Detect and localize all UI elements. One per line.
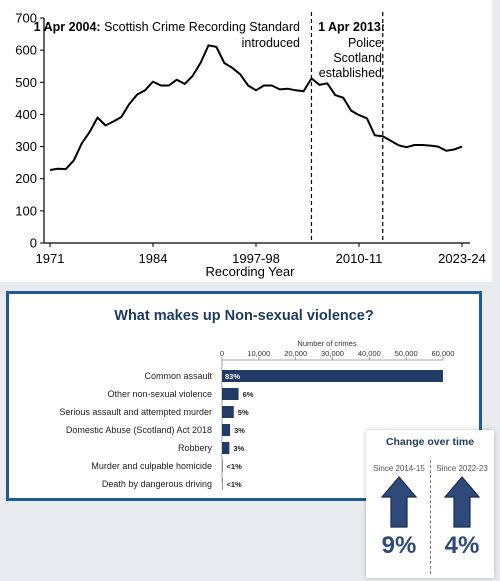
bar-chart-title: What makes up Non-sexual violence? [114,308,374,324]
bar [222,388,239,400]
x-tick-label: 1984 [139,251,168,266]
recorded-crime-trend-panel: 0 100 200 300 400 500 600 700 1971 1984 1997-98 201… [0,0,492,282]
breakdown-bar-chart: Number of crimes 0 10,000 20,000 30,000 40,00… [59,339,455,490]
bar-tick-label: 60,000 [432,349,455,358]
change-value: 9% [381,532,417,559]
x-axis-label: Recording Year [206,264,296,279]
category-label: Robbery [178,443,213,453]
change-label: Since 2014-15 [373,464,425,473]
change-over-time-card: Change over time Since 2014-15 9% Since … [366,430,494,578]
annotation-police-text: established [319,66,382,80]
annotation-scrs-line2: introduced [242,36,300,50]
bar-tick-label: 10,000 [247,349,270,358]
bar-value-label: 5% [238,408,249,417]
bar [222,370,443,382]
crime-trend-line [49,44,463,171]
bar [222,406,234,418]
arrow-up-icon [444,476,480,528]
x-tick-label: 2023-24 [438,251,486,266]
change-title: Change over time [385,436,475,448]
bar-tick-label: 0 [220,349,224,358]
bar-axis-title: Number of crimes [297,339,356,348]
bar-tick-label: 30,000 [321,349,344,358]
annotation-police-text: Scotland [333,51,382,65]
bar-value-label: 3% [234,426,245,435]
y-tick-label: 0 [30,236,37,251]
y-tick-label: 600 [15,43,37,58]
bar-tick-label: 50,000 [395,349,418,358]
change-item-since-2014: Since 2014-15 9% [368,460,430,574]
annotation-police-date: 1 Apr 2013: [318,20,385,34]
annotation-scrs: 1 Apr 2004: Scottish Crime Recording Sta… [34,20,300,34]
annotation-text: Scottish Crime Recording Standard [104,20,300,34]
category-label: Other non-sexual violence [107,389,212,399]
bar-value-label: 3% [233,444,244,453]
change-value: 4% [444,532,480,559]
bar-tick-label: 20,000 [284,349,307,358]
category-label: Serious assault and attempted murder [59,407,212,417]
bar [222,478,223,490]
y-tick-label: 700 [15,11,37,26]
bar-tick-label: 40,000 [358,349,381,358]
arrow-up-icon [381,476,417,528]
change-item-since-2022: Since 2022-23 4% [430,460,493,574]
bar-value-label: 6% [243,390,254,399]
category-label: Murder and culpable homicide [91,461,212,471]
category-label: Common assault [144,371,212,381]
trend-line-chart: 0 100 200 300 400 500 600 700 1971 1984 1997-98 201… [15,11,486,280]
bar [222,460,223,472]
y-tick-label: 500 [15,75,37,90]
x-tick-label: 1997-98 [232,251,280,266]
bar-value-label: <1% [227,480,243,489]
y-tick-label: 400 [15,107,37,122]
bar-value-label: <1% [227,462,243,471]
bar [222,424,231,436]
x-tick-label: 1971 [36,251,65,266]
x-tick-label: 2010-11 [336,251,383,266]
annotation-date: 1 Apr 2004: [34,20,104,34]
change-label: Since 2022-23 [436,464,488,473]
category-label: Death by dangerous driving [102,479,212,489]
bar [222,442,230,454]
y-tick-label: 200 [15,171,37,186]
bar-value-label: 83% [225,372,240,381]
y-tick-label: 300 [15,139,37,154]
category-label: Domestic Abuse (Scotland) Act 2018 [66,425,212,435]
y-tick-label: 100 [15,203,37,218]
annotation-police-text: Police [348,36,382,50]
